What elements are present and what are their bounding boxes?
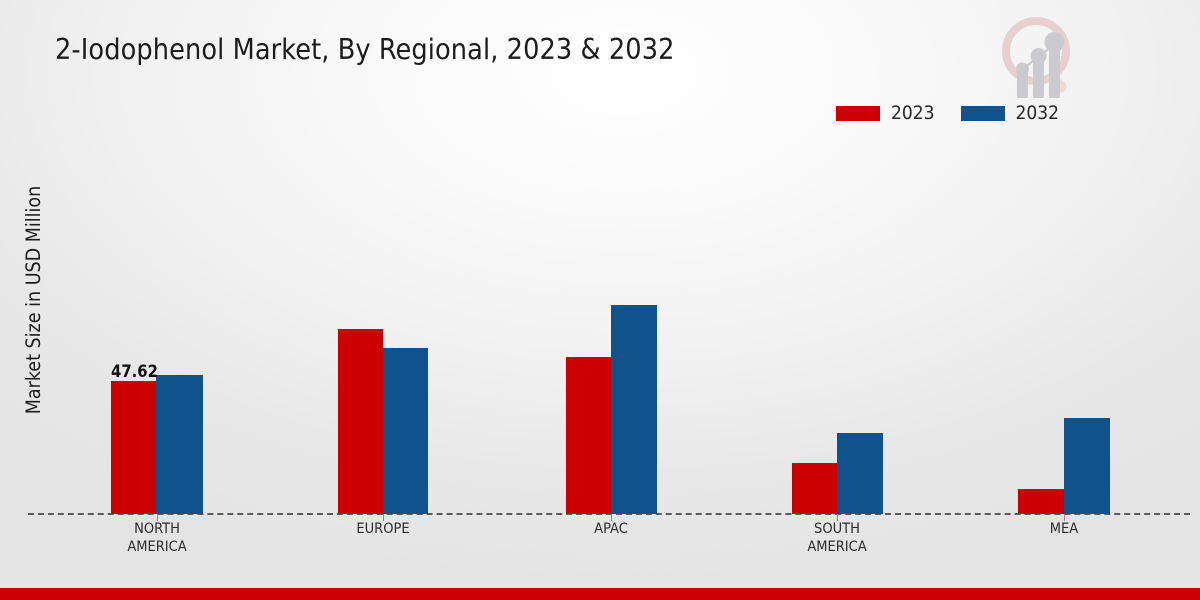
x-axis-tick-south-america bbox=[837, 514, 838, 521]
x-axis-label-apac: APAC bbox=[594, 521, 628, 537]
x-axis-tick-north-america bbox=[157, 514, 158, 521]
bar-europe-2023[interactable] bbox=[338, 329, 383, 514]
legend-swatch-2023 bbox=[836, 106, 880, 121]
bar-north-america-2032[interactable] bbox=[156, 375, 203, 514]
x-axis-tick-apac bbox=[611, 514, 612, 521]
bar-south-america-2023[interactable] bbox=[792, 463, 837, 514]
legend-label-2023: 2023 bbox=[891, 102, 935, 124]
bar-europe-2032[interactable] bbox=[383, 348, 428, 514]
bar-apac-2023[interactable] bbox=[566, 357, 611, 514]
x-axis-label-south-america: SOUTH AMERICA bbox=[807, 521, 867, 555]
x-axis-tick-europe bbox=[383, 514, 384, 521]
x-axis-label-europe: EUROPE bbox=[356, 521, 410, 537]
legend-item-2023[interactable]: 2023 bbox=[836, 104, 935, 123]
x-axis-label-north-america: NORTH AMERICA bbox=[127, 521, 187, 555]
value-label-north-america-2023: 47.62 bbox=[111, 362, 158, 381]
chart-title: 2-Iodophenol Market, By Regional, 2023 &… bbox=[55, 33, 675, 66]
footer-accent-band bbox=[0, 588, 1200, 600]
bar-south-america-2032[interactable] bbox=[837, 433, 883, 514]
chart-legend: 2023 2032 bbox=[836, 104, 1059, 123]
bar-apac-2032[interactable] bbox=[611, 305, 657, 514]
legend-item-2032[interactable]: 2032 bbox=[960, 102, 1060, 124]
x-axis-tick-mea bbox=[1064, 514, 1065, 521]
market-research-logo-watermark bbox=[1002, 17, 1070, 98]
legend-swatch-2032 bbox=[960, 106, 1005, 121]
x-axis-label-mea: MEA bbox=[1049, 521, 1079, 537]
legend-label-2032: 2032 bbox=[1015, 102, 1060, 124]
bar-mea-2032[interactable] bbox=[1064, 418, 1110, 514]
bar-mea-2023[interactable] bbox=[1018, 489, 1064, 514]
bar-north-america-2023[interactable] bbox=[111, 381, 156, 514]
x-axis-baseline bbox=[28, 513, 1190, 515]
